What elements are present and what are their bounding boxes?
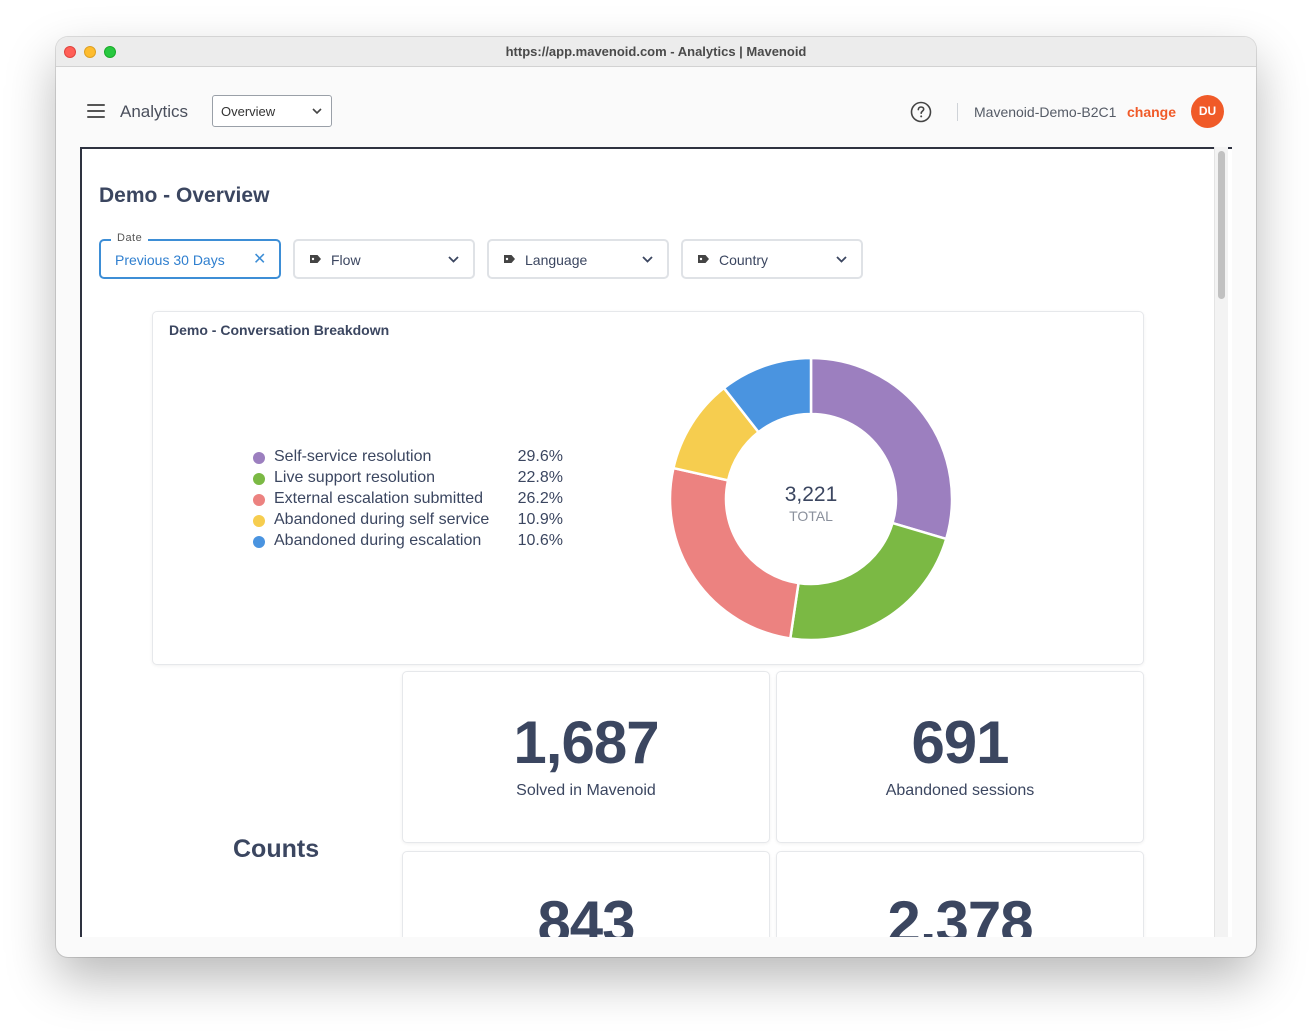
counts-heading: Counts bbox=[233, 835, 320, 863]
app-title: Analytics bbox=[120, 102, 189, 121]
page-title: Demo - Overview bbox=[99, 184, 270, 207]
close-icon[interactable]: ✕ bbox=[253, 251, 267, 268]
legend-percentage: 26.2% bbox=[517, 490, 563, 507]
legend-percentage: 22.8% bbox=[517, 469, 563, 486]
dashboard-content: Demo - Overview Date Previous 30 Days ✕ … bbox=[80, 147, 1232, 937]
language-filter-label: Language bbox=[525, 252, 588, 268]
header-divider bbox=[957, 103, 958, 121]
country-filter[interactable]: Country bbox=[681, 239, 863, 279]
legend-percentage: 29.6% bbox=[517, 448, 563, 465]
donut-slice-live-support-resolution[interactable] bbox=[788, 521, 948, 641]
legend-percentage: 10.6% bbox=[517, 532, 563, 549]
legend-dot bbox=[253, 536, 265, 548]
legend-label: Self-service resolution bbox=[274, 448, 432, 465]
legend-label: Live support resolution bbox=[274, 469, 435, 486]
scrollbar-track[interactable] bbox=[1214, 147, 1228, 937]
legend-dot bbox=[253, 515, 265, 527]
date-filter-label: Date bbox=[111, 232, 149, 244]
count-value: 2,378 bbox=[887, 889, 1033, 937]
scrollbar-thumb[interactable] bbox=[1218, 151, 1225, 299]
view-select-value: Overview bbox=[221, 104, 276, 119]
legend-item[interactable]: External escalation submitted 26.2% bbox=[253, 490, 573, 511]
view-select[interactable]: Overview bbox=[212, 95, 332, 127]
tag-icon bbox=[310, 255, 321, 263]
donut-chart: 3,221 TOTAL bbox=[669, 357, 953, 641]
app-header: Analytics Overview Mavenoid-Demo-B2C1 ch… bbox=[56, 67, 1256, 147]
hamburger-menu-icon[interactable] bbox=[87, 104, 105, 118]
chevron-down-icon bbox=[836, 256, 847, 263]
date-filter-value: Previous 30 Days bbox=[115, 252, 225, 268]
close-window-button[interactable] bbox=[64, 46, 76, 58]
help-icon[interactable] bbox=[910, 101, 932, 123]
flow-filter[interactable]: Flow bbox=[293, 239, 475, 279]
tag-icon bbox=[504, 255, 515, 263]
card-title: Demo - Conversation Breakdown bbox=[169, 322, 390, 338]
maximize-window-button[interactable] bbox=[104, 46, 116, 58]
legend-item[interactable]: Abandoned during self service 10.9% bbox=[253, 511, 573, 532]
account-name: Mavenoid-Demo-B2C1 bbox=[974, 104, 1117, 120]
legend-dot bbox=[253, 494, 265, 506]
count-card: 843 bbox=[402, 851, 770, 937]
legend-dot bbox=[253, 473, 265, 485]
donut-total-label: TOTAL bbox=[789, 508, 833, 524]
donut-slice-external-escalation-submitted[interactable] bbox=[669, 466, 800, 640]
language-filter[interactable]: Language bbox=[487, 239, 669, 279]
change-account-link[interactable]: change bbox=[1127, 104, 1177, 120]
legend-label: Abandoned during escalation bbox=[274, 532, 482, 549]
donut-slice-self-service-resolution[interactable] bbox=[809, 357, 953, 541]
window-title: https://app.mavenoid.com - Analytics | M… bbox=[505, 44, 807, 59]
legend-item[interactable]: Abandoned during escalation 10.6% bbox=[253, 532, 573, 553]
legend-item[interactable]: Self-service resolution 29.6% bbox=[253, 448, 573, 469]
count-value: 691 bbox=[911, 709, 1009, 776]
chart-legend: Self-service resolution 29.6% Live suppo… bbox=[253, 448, 573, 553]
avatar[interactable]: DU bbox=[1191, 95, 1224, 128]
legend-label: Abandoned during self service bbox=[274, 511, 490, 528]
legend-percentage: 10.9% bbox=[517, 511, 563, 528]
flow-filter-label: Flow bbox=[331, 252, 361, 268]
country-filter-label: Country bbox=[719, 252, 769, 268]
chevron-down-icon bbox=[448, 256, 459, 263]
legend-dot bbox=[253, 452, 265, 464]
chevron-down-icon bbox=[642, 256, 653, 263]
count-card: 2,378 bbox=[776, 851, 1144, 937]
count-card: 1,687 Solved in Mavenoid bbox=[402, 671, 770, 843]
legend-label: External escalation submitted bbox=[274, 490, 483, 507]
window-titlebar: https://app.mavenoid.com - Analytics | M… bbox=[56, 37, 1256, 67]
conversation-breakdown-card: Demo - Conversation Breakdown Self-servi… bbox=[152, 311, 1144, 665]
count-value: 1,687 bbox=[513, 709, 659, 776]
date-filter[interactable]: Date Previous 30 Days ✕ bbox=[99, 232, 281, 279]
count-card: 691 Abandoned sessions bbox=[776, 671, 1144, 843]
minimize-window-button[interactable] bbox=[84, 46, 96, 58]
donut-total-value: 3,221 bbox=[785, 483, 838, 506]
count-value: 843 bbox=[537, 889, 635, 937]
count-label: Solved in Mavenoid bbox=[516, 782, 656, 799]
chevron-down-icon bbox=[312, 108, 322, 115]
donut-slice-abandoned-during-escalation[interactable] bbox=[722, 357, 813, 434]
browser-window: https://app.mavenoid.com - Analytics | M… bbox=[56, 37, 1256, 957]
count-label: Abandoned sessions bbox=[885, 782, 1035, 799]
tag-icon bbox=[698, 255, 709, 263]
legend-item[interactable]: Live support resolution 22.8% bbox=[253, 469, 573, 490]
